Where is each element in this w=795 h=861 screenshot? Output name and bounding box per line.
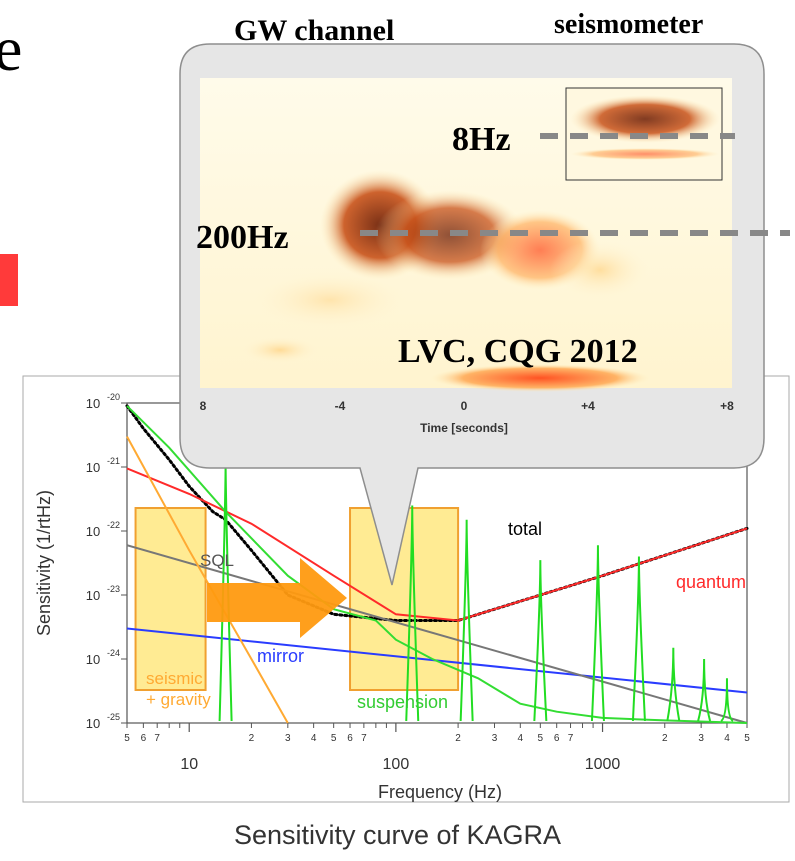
y-tick-exponent: -20 — [107, 392, 120, 402]
label-gravity: + gravity — [146, 690, 211, 709]
time-tick-label: 8 — [200, 399, 207, 413]
y-tick-label: 10 — [86, 460, 100, 475]
y-tick-label: 10 — [86, 524, 100, 539]
x-minor-tick-label: 4 — [311, 733, 317, 744]
y-tick-label: 10 — [86, 652, 100, 667]
seismometer-heading: seismometer — [554, 9, 703, 40]
label-suspension: suspension — [357, 692, 448, 712]
time-tick-label: -4 — [335, 399, 346, 413]
y-tick-label: 10 — [86, 396, 100, 411]
x-minor-tick-label: 2 — [662, 733, 668, 744]
x-minor-tick-label: 5 — [744, 733, 750, 744]
x-axis-ticks: 5 6 7 2 3 4 5 6 7 2 3 4 5 6 7 2 3 4 510 100 1000 — [124, 723, 750, 773]
slide-caption: Sensitivity curve of KAGRA — [233, 820, 562, 850]
label-sql: SQL — [200, 551, 234, 570]
label-quantum: quantum — [676, 572, 746, 592]
band-arrow — [207, 558, 347, 638]
highlight-bands — [134, 507, 460, 691]
red-accent-mark — [0, 254, 18, 306]
x-minor-tick-label: 4 — [724, 733, 730, 744]
citation: LVC, CQG 2012 — [398, 333, 638, 370]
time-tick-label: 0 — [461, 399, 468, 413]
x-minor-tick-label: 5 — [538, 733, 544, 744]
y-tick-exponent: -21 — [107, 456, 120, 466]
x-minor-tick-label: 6 — [554, 733, 560, 744]
y-tick-label: 10 — [86, 716, 100, 731]
highlight-band — [134, 507, 207, 691]
y-tick-exponent: -23 — [107, 584, 120, 594]
time-tick-label: +8 — [720, 399, 734, 413]
label-mirror: mirror — [257, 646, 304, 666]
x-minor-tick-label: 6 — [347, 733, 353, 744]
label-200hz: 200Hz — [196, 219, 289, 256]
y-tick-label: 10 — [86, 588, 100, 603]
resonance-spike — [405, 505, 420, 722]
x-minor-tick-label: 7 — [568, 733, 574, 744]
series-quantum — [126, 467, 748, 622]
y-axis-title: Sensitivity (1/rtHz) — [34, 490, 54, 636]
x-minor-tick-label: 7 — [361, 733, 367, 744]
gw-channel-heading: GW channel — [234, 14, 394, 47]
y-tick-exponent: -24 — [107, 648, 120, 658]
x-minor-tick-label: 3 — [492, 733, 498, 744]
x-major-tick-label: 1000 — [585, 756, 621, 773]
x-minor-tick-label: 5 — [124, 733, 130, 744]
resonance-spike — [533, 560, 548, 722]
x-minor-tick-label: 5 — [331, 733, 337, 744]
y-tick-exponent: -25 — [107, 712, 120, 722]
x-major-tick-label: 10 — [180, 756, 198, 773]
resonance-spike — [697, 658, 712, 722]
label-total: total — [508, 519, 542, 539]
x-minor-tick-label: 3 — [698, 733, 704, 744]
time-axis-title: Time [seconds] — [420, 421, 508, 435]
resonance-spike — [720, 678, 734, 722]
x-minor-tick-label: 2 — [455, 733, 461, 744]
seismometer-inset-band — [570, 148, 720, 160]
y-tick-exponent: -22 — [107, 520, 120, 530]
x-major-tick-label: 100 — [383, 756, 410, 773]
y-axis-ticks: 10 -20 10 -21 10 -22 10 -23 10 -24 10 -25 — [86, 392, 127, 731]
x-minor-tick-label: 7 — [154, 733, 160, 744]
x-minor-tick-label: 3 — [285, 733, 291, 744]
slide-left-glyph: e — [0, 13, 22, 84]
x-minor-tick-label: 6 — [141, 733, 147, 744]
series-suspension — [126, 405, 748, 724]
spectrogram-callout: 8Hz 200Hz LVC, CQG 2012 8 -4 0 +4 +8 Time [s… — [179, 43, 790, 586]
label-seismic: seismic — [146, 669, 203, 688]
time-axis-ticks: 8 -4 0 +4 +8 — [200, 399, 735, 413]
x-axis-title: Frequency (Hz) — [378, 782, 502, 802]
time-tick-label: +4 — [581, 399, 595, 413]
x-minor-tick-label: 2 — [249, 733, 255, 744]
x-minor-tick-label: 4 — [518, 733, 524, 744]
label-8hz: 8Hz — [452, 121, 511, 158]
